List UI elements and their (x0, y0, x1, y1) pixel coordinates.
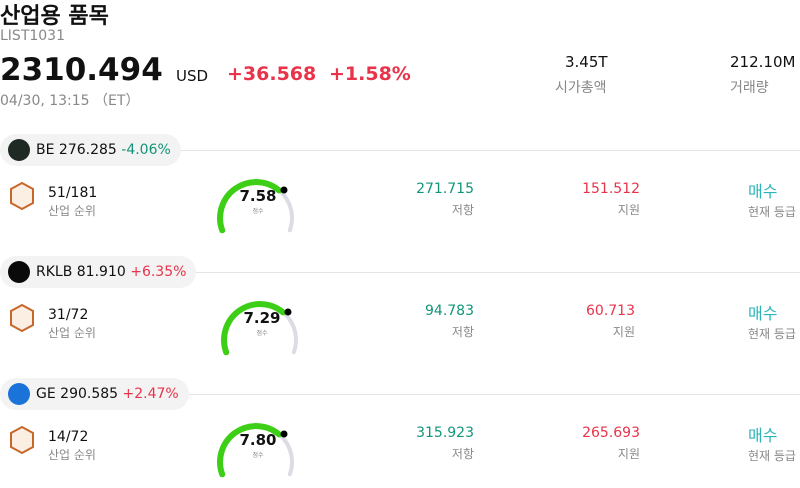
title: 산업용 품목 (0, 4, 109, 29)
score-gauge (217, 179, 294, 234)
score-label: 점수 (256, 330, 268, 337)
market-cap-label: 시가총액 (555, 80, 607, 96)
rank-label: 산업 순위 (48, 326, 96, 340)
resistance-label: 저항 (451, 447, 474, 461)
time: 04/30, 13:15 （ET） (0, 93, 140, 109)
ticker-logo (8, 261, 30, 283)
resistance: 315.923 (416, 425, 474, 441)
rank: 51/181 (48, 185, 98, 201)
rank: 31/72 (48, 307, 89, 323)
score: 7.80 (239, 431, 277, 449)
resistance-label: 저항 (451, 203, 474, 217)
price: 2310.494 (0, 52, 163, 88)
support-label: 지원 (617, 203, 640, 217)
separator (170, 272, 800, 273)
rating: 매수 (748, 426, 778, 445)
market-cap: 3.45T (565, 53, 608, 71)
currency: USD (176, 67, 209, 85)
score-label: 점수 (252, 452, 264, 459)
separator (170, 394, 800, 395)
score: 7.29 (243, 309, 281, 327)
change: +36.568 (227, 63, 317, 85)
ticker-price: 290.585 (60, 386, 119, 402)
rating-label: 현재 등급 (748, 205, 796, 219)
ticker-change: +2.47% (122, 386, 179, 402)
ticker-logo (8, 139, 30, 161)
ticker-change: +6.35% (130, 264, 187, 280)
score-label: 점수 (252, 208, 264, 215)
ticker-price: 81.910 (76, 264, 126, 280)
rank-label: 산업 순위 (48, 204, 96, 218)
rank: 14/72 (48, 429, 89, 445)
rank-icon (10, 181, 34, 211)
ticker-chip[interactable]: BE 276.285 -4.06% (0, 134, 181, 166)
separator (170, 150, 800, 151)
rank-icon (10, 303, 34, 333)
score-gauge (217, 423, 294, 478)
support: 265.693 (582, 425, 640, 441)
ticker-price: 276.285 (58, 142, 117, 158)
support-label: 지원 (612, 325, 635, 339)
code: LIST1031 (0, 28, 65, 44)
volume-label: 거래량 (730, 80, 769, 96)
ticker-chip[interactable]: GE 290.585 +2.47% (0, 378, 189, 410)
support: 151.512 (582, 181, 640, 197)
rank-icon (10, 425, 34, 455)
ticker-logo (8, 383, 30, 405)
support: 60.713 (586, 303, 635, 319)
rank-label: 산업 순위 (48, 448, 96, 462)
rating: 매수 (748, 182, 778, 201)
resistance-label: 저항 (451, 325, 474, 339)
change-pct: +1.58% (329, 63, 411, 85)
ticker-change: -4.06% (121, 142, 171, 158)
rating: 매수 (748, 304, 778, 323)
resistance: 271.715 (416, 181, 474, 197)
ticker: RKLB (36, 264, 73, 280)
support-label: 지원 (617, 447, 640, 461)
ticker: GE (36, 386, 56, 402)
resistance: 94.783 (425, 303, 474, 319)
score: 7.58 (239, 187, 277, 205)
ticker-chip[interactable]: RKLB 81.910 +6.35% (0, 256, 197, 288)
ticker: BE (36, 142, 55, 158)
volume: 212.10M (730, 53, 796, 71)
rating-label: 현재 등급 (748, 449, 796, 463)
score-gauge (221, 301, 298, 356)
rating-label: 현재 등급 (748, 327, 796, 341)
